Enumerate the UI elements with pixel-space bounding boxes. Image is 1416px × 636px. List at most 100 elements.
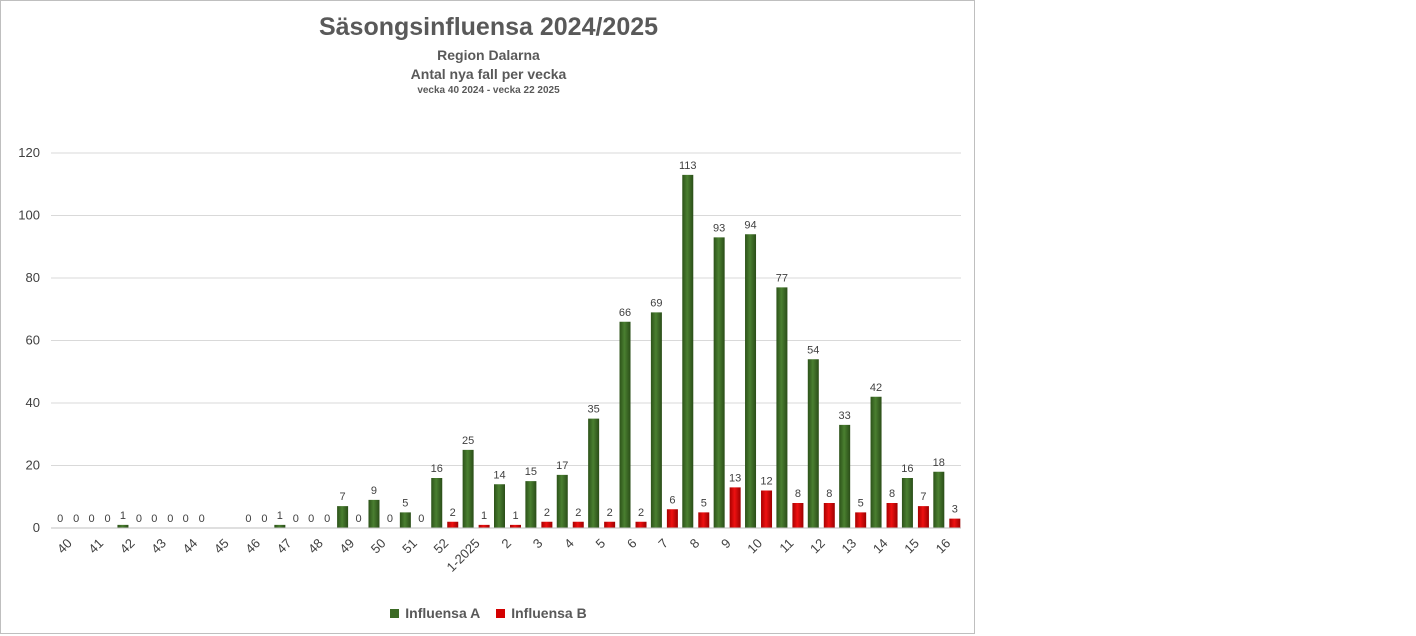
data-label: 15 <box>525 466 537 478</box>
y-tick-label: 60 <box>26 333 40 348</box>
x-tick-label: 14 <box>870 536 891 557</box>
bar-influensa-b <box>949 518 961 528</box>
bar-influensa-b <box>823 503 835 528</box>
bar-influensa-a <box>839 424 851 528</box>
bar-influensa-b <box>729 487 741 528</box>
data-label: 0 <box>167 513 173 525</box>
bar-influensa-a <box>807 359 819 528</box>
legend-label-b: Influensa B <box>511 605 587 621</box>
data-label: 54 <box>807 344 819 356</box>
bar-influensa-a <box>588 418 600 528</box>
data-label: 0 <box>324 513 330 525</box>
bar-influensa-a <box>745 234 757 528</box>
data-label: 25 <box>462 435 474 447</box>
data-label: 5 <box>701 497 707 509</box>
bar-influensa-b <box>698 512 710 528</box>
x-tick-label: 3 <box>530 536 546 552</box>
data-label: 113 <box>679 160 697 172</box>
data-label: 8 <box>795 488 801 500</box>
bar-influensa-b <box>792 503 804 528</box>
bar-influensa-a <box>650 312 662 528</box>
data-label: 0 <box>308 513 314 525</box>
data-label: 0 <box>57 513 63 525</box>
y-tick-label: 120 <box>18 145 40 160</box>
x-tick-label: 6 <box>624 536 640 552</box>
bar-influensa-a <box>619 321 631 528</box>
data-label: 6 <box>669 494 675 506</box>
x-tick-label: 48 <box>305 536 326 557</box>
bar-influensa-a <box>713 237 725 528</box>
data-label: 0 <box>89 513 95 525</box>
data-label: 66 <box>619 307 631 319</box>
bar-influensa-b <box>761 490 773 528</box>
bar-influensa-b <box>886 503 898 528</box>
legend-item-a: Influensa A <box>390 605 480 621</box>
bar-influensa-a <box>274 524 286 528</box>
bar-influensa-a <box>399 512 411 528</box>
data-label: 94 <box>744 219 756 231</box>
x-tick-label: 9 <box>718 536 734 552</box>
x-tick-label: 11 <box>776 536 796 556</box>
x-tick-label: 49 <box>336 536 357 557</box>
data-label: 5 <box>402 497 408 509</box>
data-label: 14 <box>493 469 505 481</box>
data-label: 2 <box>607 507 613 519</box>
data-label: 0 <box>356 513 362 525</box>
bar-influensa-b <box>917 506 929 528</box>
data-label: 7 <box>920 491 926 503</box>
x-tick-label: 16 <box>933 536 954 557</box>
chart-frame: Säsongsinfluensa 2024/2025 Region Dalarn… <box>0 0 975 634</box>
legend-swatch-a <box>390 608 400 618</box>
data-label: 0 <box>418 513 424 525</box>
bar-influensa-a <box>776 287 788 528</box>
bar-influensa-b <box>541 521 553 528</box>
bar-influensa-b <box>510 524 521 528</box>
data-label: 0 <box>151 513 157 525</box>
x-tick-label: 41 <box>85 536 106 557</box>
x-tick-label: 40 <box>54 536 75 557</box>
x-tick-label: 5 <box>593 536 609 552</box>
bar-influensa-a <box>682 174 694 528</box>
data-label: 77 <box>776 272 788 284</box>
data-label: 7 <box>340 491 346 503</box>
chart-title: Säsongsinfluensa 2024/2025 <box>318 13 659 41</box>
bar-influensa-b <box>635 521 647 528</box>
data-label: 17 <box>556 460 568 472</box>
bar-influensa-a <box>337 506 349 528</box>
data-label: 35 <box>588 404 600 416</box>
data-label: 0 <box>293 513 299 525</box>
legend-swatch-b <box>496 608 506 618</box>
data-label: 16 <box>901 463 913 475</box>
bar-influensa-a <box>368 499 380 528</box>
bar-influensa-a <box>494 484 505 528</box>
data-label: 1 <box>481 510 487 522</box>
data-label: 13 <box>729 472 741 484</box>
x-tick-label: 47 <box>274 536 295 557</box>
bar-influensa-a <box>117 524 129 528</box>
x-tick-label: 51 <box>399 536 420 557</box>
bar-influensa-b <box>855 512 867 528</box>
data-label: 0 <box>136 513 142 525</box>
y-tick-label: 20 <box>26 458 40 473</box>
y-tick-label: 80 <box>26 270 40 285</box>
chart-subtitle-period: vecka 40 2024 - vecka 22 2025 <box>417 85 560 96</box>
x-tick-label: 15 <box>901 536 922 557</box>
data-label: 1 <box>277 510 283 522</box>
data-label: 0 <box>105 513 111 525</box>
x-tick-label: 4 <box>561 536 577 552</box>
data-label: 2 <box>575 507 581 519</box>
bar-influensa-a <box>556 474 568 528</box>
x-tick-label: 50 <box>368 536 389 557</box>
data-label: 16 <box>431 463 443 475</box>
bar-influensa-a <box>901 478 913 528</box>
x-tick-label: 42 <box>117 536 138 557</box>
bar-influensa-b <box>666 509 678 528</box>
data-label: 33 <box>839 410 851 422</box>
bar-influensa-a <box>462 449 474 528</box>
data-label: 2 <box>450 507 456 519</box>
data-label: 1 <box>512 510 518 522</box>
data-label: 9 <box>371 485 377 497</box>
data-label: 42 <box>870 382 882 394</box>
y-tick-label: 100 <box>18 208 40 223</box>
